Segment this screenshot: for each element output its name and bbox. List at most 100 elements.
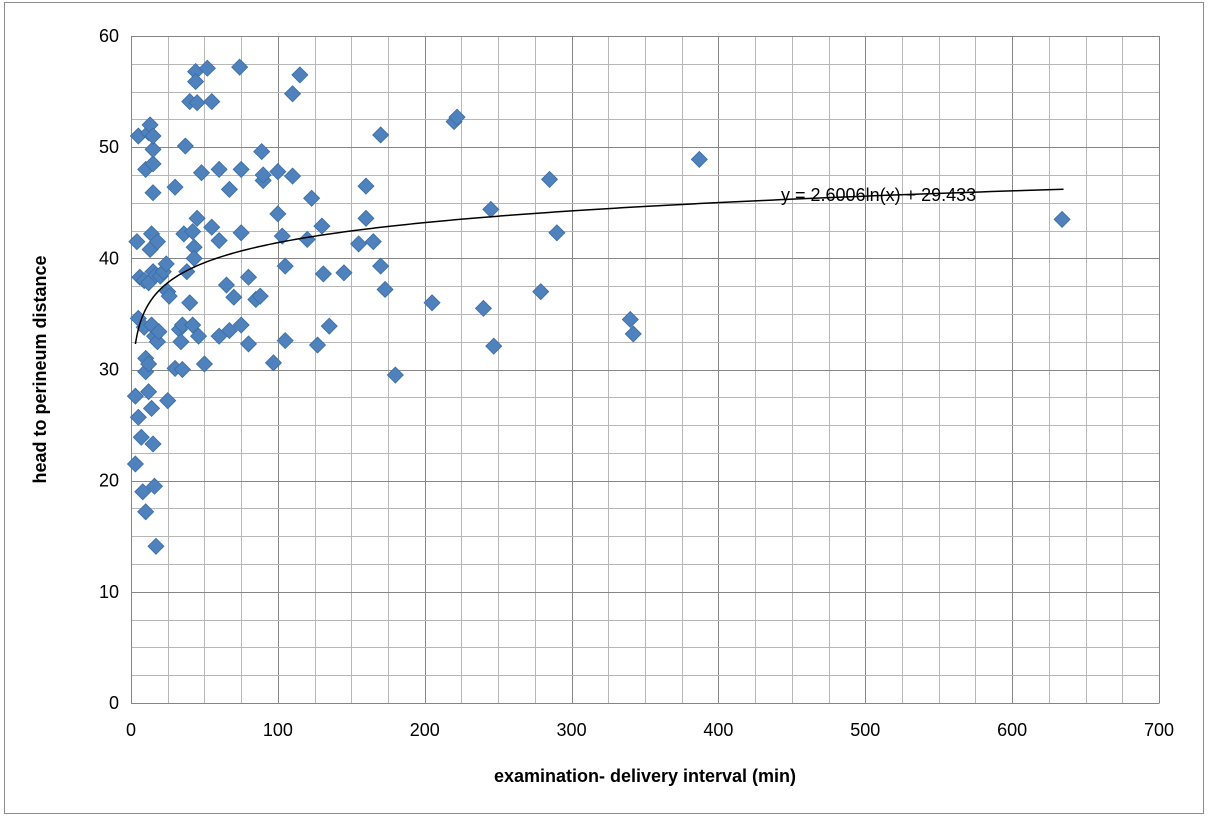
data-point <box>189 327 208 345</box>
data-point <box>232 224 250 242</box>
trendline <box>134 188 1064 345</box>
data-point <box>423 294 441 312</box>
data-point <box>144 184 162 202</box>
data-point <box>144 127 162 145</box>
data-point <box>372 257 390 275</box>
data-point <box>350 235 368 253</box>
data-point <box>126 455 144 473</box>
data-point <box>448 108 466 126</box>
y-tick-label: 0 <box>109 693 119 713</box>
data-point <box>231 58 249 76</box>
tick-labels: 0 100 200 300 400 500 600 700 0 10 20 30 40 50 60 <box>99 26 1174 740</box>
y-tick-label: 60 <box>99 26 119 46</box>
data-point <box>198 59 216 77</box>
data-point <box>134 483 152 501</box>
data-point <box>137 503 155 521</box>
data-point <box>283 85 302 103</box>
trendline-equation: y = 2.6006ln(x) + 29.433 <box>781 185 976 205</box>
x-tick-label: 300 <box>557 720 587 740</box>
data-point <box>140 355 158 373</box>
data-point <box>357 209 375 227</box>
data-point <box>144 140 162 158</box>
data-point <box>184 223 202 241</box>
data-point <box>269 163 287 181</box>
data-point <box>203 218 221 236</box>
data-point <box>172 333 190 351</box>
data-point <box>485 337 503 355</box>
data-point <box>621 310 639 329</box>
data-point <box>147 537 165 555</box>
data-point <box>132 428 150 446</box>
data-point <box>203 93 221 111</box>
data-point <box>239 268 258 286</box>
y-tick-label: 30 <box>99 360 119 380</box>
data-point <box>150 323 168 341</box>
data-point <box>225 288 243 306</box>
data-point <box>210 231 228 250</box>
data-point <box>239 335 258 353</box>
data-point <box>232 160 250 178</box>
data-point <box>144 435 162 453</box>
data-point <box>232 316 250 334</box>
data-point <box>303 189 321 207</box>
x-tick-label: 700 <box>1144 720 1174 740</box>
x-tick-label: 0 <box>126 720 136 740</box>
data-point <box>291 66 309 84</box>
data-point <box>273 227 291 245</box>
data-point <box>264 354 283 372</box>
data-point <box>176 137 194 155</box>
data-point <box>357 177 375 195</box>
x-tick-label: 400 <box>703 720 733 740</box>
data-point <box>376 280 394 299</box>
data-point <box>314 265 332 283</box>
x-tick-label: 500 <box>850 720 880 740</box>
data-points <box>126 58 1071 555</box>
data-point <box>386 366 404 384</box>
x-tick-label: 100 <box>263 720 293 740</box>
data-point <box>173 360 191 379</box>
data-point <box>181 294 199 312</box>
chart-area: y = 2.6006ln(x) + 29.433 0 100 200 300 400 50… <box>4 2 1204 814</box>
data-point <box>188 94 206 112</box>
y-tick-label: 40 <box>99 248 119 268</box>
axes <box>131 36 1160 704</box>
data-point <box>364 233 382 251</box>
data-point <box>253 143 271 161</box>
data-point <box>690 150 708 168</box>
data-point <box>142 399 161 417</box>
data-point <box>220 180 238 198</box>
data-point <box>192 164 211 182</box>
y-tick-label: 10 <box>99 582 119 602</box>
data-point <box>624 325 642 343</box>
data-point <box>128 233 146 251</box>
y-axis-title: head to perineum distance <box>30 255 50 483</box>
data-point <box>372 126 390 144</box>
data-point <box>276 332 294 350</box>
data-point <box>140 383 158 401</box>
plot-area: y = 2.6006ln(x) + 29.433 <box>126 36 1160 704</box>
data-point <box>320 317 338 335</box>
data-point <box>178 263 196 281</box>
data-point <box>474 299 493 317</box>
data-point <box>283 167 302 185</box>
data-point <box>148 233 166 251</box>
data-point <box>126 387 144 405</box>
x-tick-label: 600 <box>997 720 1027 740</box>
data-point <box>220 322 238 340</box>
data-point <box>144 155 162 173</box>
data-point <box>313 217 331 235</box>
data-point <box>129 408 147 426</box>
scatter-chart: y = 2.6006ln(x) + 29.433 0 100 200 300 400 50… <box>30 26 1174 786</box>
data-point <box>548 224 566 242</box>
data-point <box>210 160 228 178</box>
data-point <box>254 166 272 184</box>
data-point <box>335 264 353 282</box>
data-point <box>308 336 327 354</box>
data-point <box>187 73 205 91</box>
data-point <box>251 287 269 305</box>
data-point <box>157 255 175 273</box>
data-point <box>160 287 178 305</box>
data-point <box>532 283 550 301</box>
data-point <box>166 178 184 196</box>
data-point <box>145 477 164 495</box>
